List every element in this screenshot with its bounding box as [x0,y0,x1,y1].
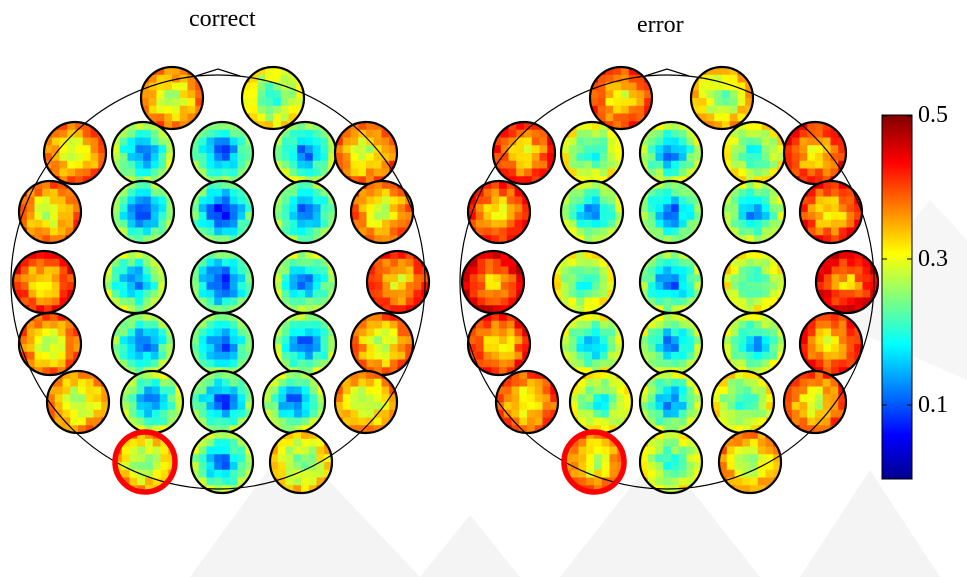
head-map-correct [11,67,430,494]
colorbar-tick-0.1: 0.1 [918,392,948,419]
colorbar-tick-0.3: 0.3 [918,246,948,273]
head-map-error [460,67,879,494]
colorbar [882,115,912,479]
colorbar-tick-0.5: 0.5 [918,102,948,129]
